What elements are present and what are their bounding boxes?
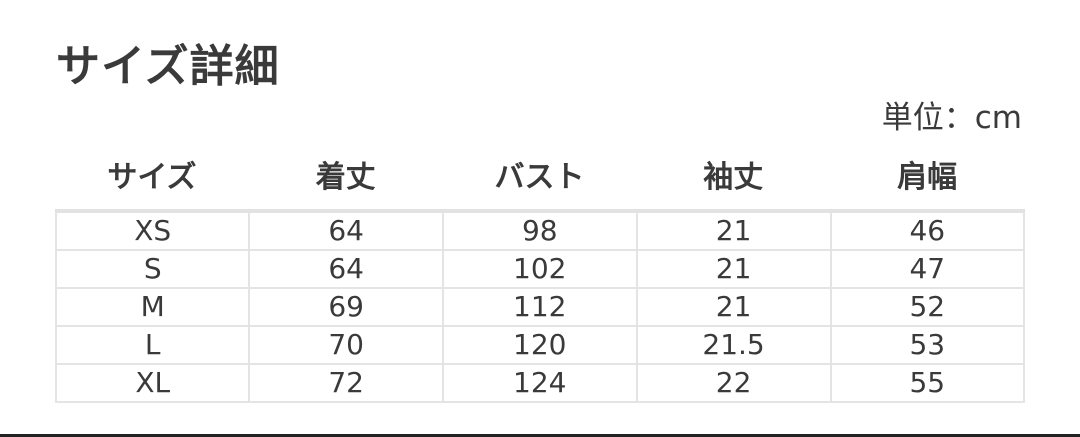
table-cell: 64 [248,249,444,289]
table-cell: XS [54,210,251,251]
table-cell: 112 [441,287,638,327]
table-cell: 46 [829,210,1026,251]
size-table: XS 64 98 21 46 S 64 102 21 47 M 69 112 21 52 L 70 120 21.5… [54,209,1026,403]
header-shoulder: 肩幅 [897,160,958,195]
table-cell: 72 [248,363,444,403]
table-cell: 55 [829,363,1026,403]
header-length: 着丈 [315,160,376,195]
table-row: XS 64 98 21 46 [54,210,1026,251]
table-cell: 22 [635,363,832,403]
table-cell: 64 [248,210,444,251]
table-cell: 69 [248,287,444,327]
table-cell: 21.5 [635,325,832,365]
table-cell: 21 [635,287,832,327]
table-row: S 64 102 21 47 [54,249,1026,289]
table-cell: 47 [829,249,1026,289]
table-cell: 102 [441,249,638,289]
table-cell: S [54,249,251,289]
table-cell: 98 [441,210,638,251]
table-cell: 124 [441,363,638,403]
table-cell: M [54,287,251,327]
table-cell: 21 [635,210,832,251]
table-cell: XL [54,363,251,403]
table-row: XL 72 124 22 55 [54,363,1026,403]
table-cell: 21 [635,249,832,289]
header-size: サイズ [107,160,197,195]
unit-label: 単位：cm [881,100,1022,136]
table-row: M 69 112 21 52 [54,287,1026,327]
header-bust: バスト [494,160,585,195]
table-row: L 70 120 21.5 53 [54,325,1026,365]
divider [0,434,1080,437]
table-cell: 52 [829,287,1026,327]
header-sleeve: 袖丈 [703,160,764,195]
table-header: サイズ 着丈 バスト 袖丈 肩幅 [55,155,1024,201]
table-cell: L [54,325,251,365]
table-cell: 53 [829,325,1026,365]
table-cell: 70 [248,325,444,365]
page-title: サイズ詳細 [56,41,280,92]
table-cell: 120 [441,325,638,365]
